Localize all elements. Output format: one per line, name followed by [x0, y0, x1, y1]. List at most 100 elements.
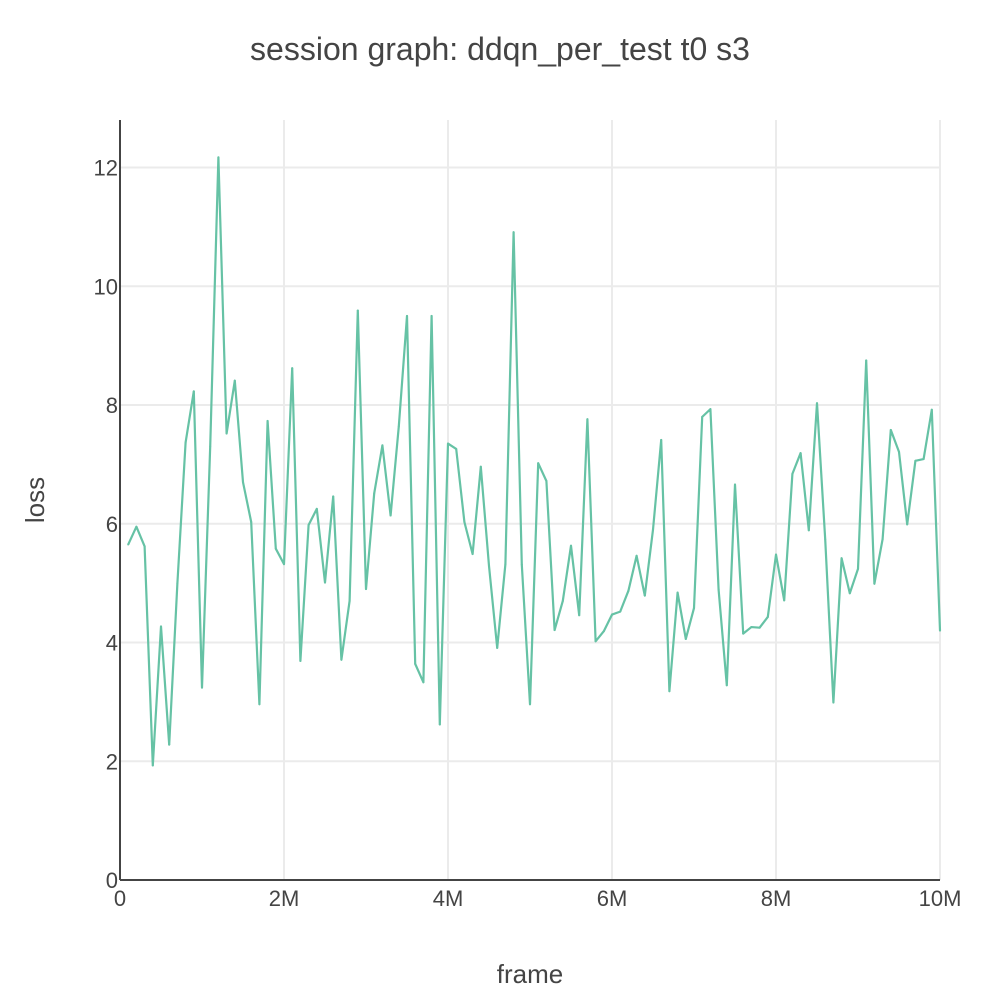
- data-point: [676, 591, 679, 594]
- axes: [119, 120, 940, 881]
- data-point: [397, 425, 400, 428]
- grid: [120, 120, 941, 880]
- data-point: [807, 529, 810, 532]
- data-point: [619, 610, 622, 613]
- data-point: [242, 481, 244, 484]
- data-point: [406, 314, 408, 317]
- data-point: [816, 402, 818, 405]
- data-point: [725, 684, 728, 687]
- x-axis-title: frame: [497, 959, 563, 989]
- data-point: [775, 553, 777, 556]
- data-point: [479, 465, 482, 468]
- data-point: [168, 743, 171, 746]
- y-axis-title: loss: [20, 477, 50, 523]
- data-point: [283, 563, 285, 566]
- data-point: [906, 523, 909, 526]
- data-point: [660, 439, 663, 442]
- data-point: [389, 514, 392, 517]
- y-tick-label: 0: [106, 868, 118, 893]
- data-point: [274, 547, 277, 550]
- data-point: [192, 390, 195, 393]
- data-point: [611, 613, 613, 616]
- data-point: [266, 420, 269, 423]
- y-tick-label: 4: [106, 631, 118, 656]
- data-point: [873, 582, 876, 585]
- data-point: [742, 632, 745, 635]
- data-point: [914, 459, 917, 462]
- data-point: [602, 630, 605, 633]
- x-tick-label: 4M: [433, 886, 464, 911]
- data-point: [340, 658, 343, 661]
- data-point: [299, 659, 302, 662]
- data-point: [414, 662, 417, 665]
- data-point: [537, 462, 540, 465]
- data-point: [504, 563, 507, 566]
- data-point: [348, 599, 351, 602]
- data-point: [922, 458, 925, 461]
- data-point: [225, 432, 228, 435]
- data-point: [865, 359, 868, 362]
- data-point: [184, 441, 187, 444]
- data-point: [160, 625, 162, 628]
- data-point: [151, 764, 154, 767]
- data-point: [766, 615, 769, 618]
- series-layer: [127, 156, 942, 767]
- data-point: [381, 444, 384, 447]
- data-point: [570, 544, 572, 547]
- data-point: [889, 428, 892, 431]
- data-point: [127, 543, 130, 546]
- data-point: [824, 538, 827, 541]
- y-tick-label: 2: [106, 749, 118, 774]
- data-point: [455, 447, 458, 450]
- data-point: [898, 450, 900, 453]
- data-point: [783, 599, 786, 602]
- data-point: [717, 588, 720, 591]
- data-point: [307, 523, 310, 526]
- data-point: [627, 589, 630, 592]
- data-point: [430, 314, 433, 317]
- y-tick-label: 10: [94, 274, 118, 299]
- data-point: [258, 703, 261, 706]
- data-point: [693, 607, 695, 610]
- y-tick-label: 12: [94, 156, 118, 181]
- data-point: [356, 309, 359, 312]
- data-point: [553, 629, 556, 632]
- x-tick-label: 2M: [269, 886, 300, 911]
- data-point: [643, 594, 646, 597]
- data-point: [832, 701, 835, 704]
- data-point: [447, 442, 449, 445]
- y-tick-label: 6: [106, 512, 118, 537]
- chart-title: session graph: ddqn_per_test t0 s3: [250, 31, 750, 67]
- data-point: [512, 231, 515, 234]
- data-point: [930, 408, 933, 411]
- data-point: [684, 637, 687, 640]
- x-tick-label: 0: [114, 886, 126, 911]
- data-point: [635, 554, 638, 557]
- data-point: [250, 520, 253, 523]
- data-point: [701, 415, 704, 418]
- data-point: [586, 418, 589, 421]
- data-point: [488, 564, 490, 567]
- data-point: [209, 445, 212, 448]
- data-point: [176, 582, 179, 585]
- x-tick-label: 6M: [597, 886, 628, 911]
- data-point: [471, 553, 474, 556]
- data-point: [201, 686, 203, 689]
- data-point: [332, 495, 335, 498]
- data-point: [857, 567, 859, 570]
- x-tick-label: 10M: [919, 886, 962, 911]
- y-tick-label: 8: [106, 393, 118, 418]
- data-point: [791, 472, 794, 475]
- data-point: [668, 690, 671, 693]
- data-point: [939, 629, 941, 632]
- data-point: [594, 640, 597, 643]
- data-point: [315, 507, 318, 510]
- data-point: [373, 492, 376, 495]
- data-point: [438, 723, 441, 726]
- data-point: [365, 588, 367, 591]
- data-point: [545, 480, 548, 482]
- data-point: [143, 545, 146, 548]
- data-point: [529, 703, 531, 706]
- data-point: [758, 626, 761, 629]
